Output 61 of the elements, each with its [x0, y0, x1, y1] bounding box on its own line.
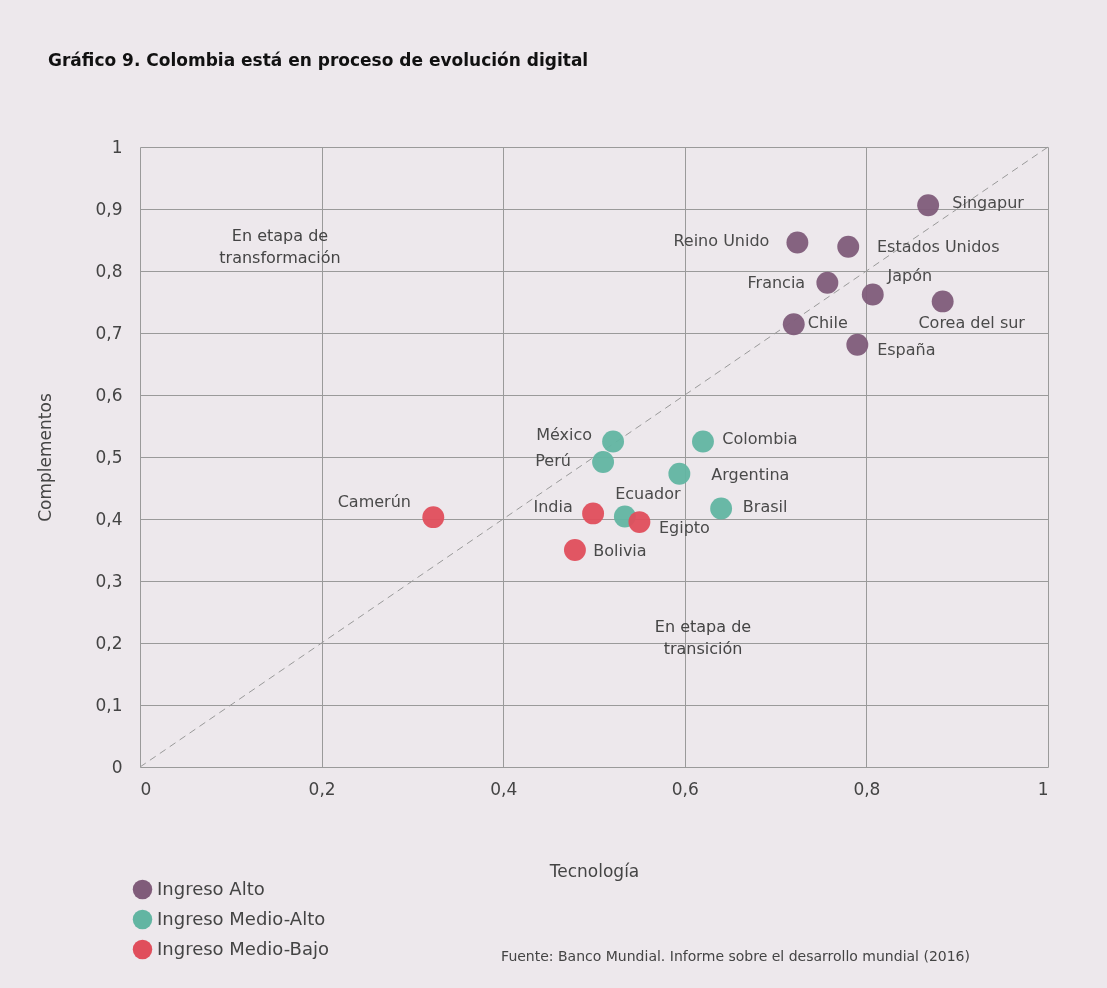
y-tick-label: 0,5 — [95, 446, 123, 467]
x-tick-label: 0,2 — [308, 778, 336, 799]
point — [422, 506, 445, 529]
annotation: Reino Unido — [673, 231, 770, 251]
point — [917, 194, 940, 217]
annotation: Bolivia — [593, 541, 647, 560]
annotation: Camerún — [337, 492, 411, 512]
annotation: Chile — [807, 313, 848, 333]
x-tick-label: 0,6 — [671, 778, 699, 799]
y-axis-title: Complementos — [35, 393, 56, 522]
y-tick-label: 0,2 — [95, 632, 123, 653]
y-tick-label: 0,1 — [95, 694, 123, 715]
y-tick-label: 0,7 — [95, 322, 123, 343]
x-tick-label: 0,4 — [490, 778, 518, 799]
point — [592, 451, 615, 473]
source-note: Fuente: Banco Mundial. Informe sobre el desarrollo mundial (2016) — [501, 948, 970, 964]
annotation: En etapa de transición — [654, 617, 752, 658]
annotation: Ecuador — [615, 483, 681, 503]
annotation: Francia — [747, 272, 806, 292]
point — [786, 231, 809, 254]
y-tick-label: 0,4 — [95, 508, 123, 529]
annotation: Argentina — [711, 464, 790, 484]
annotation: Japón — [886, 265, 933, 285]
annotation: Brasil — [742, 497, 788, 517]
x-tick-label: 0,8 — [853, 778, 881, 799]
point — [931, 290, 954, 313]
x-tick-label: 1 — [1037, 778, 1049, 799]
annotation: India — [533, 497, 573, 517]
annotation: Corea del sur — [918, 313, 1026, 333]
legend-label: Ingreso Alto — [157, 877, 265, 899]
point — [602, 430, 625, 453]
point — [816, 271, 839, 294]
annotation: Egipto — [658, 518, 710, 538]
y-tick-label: 0,9 — [95, 198, 123, 219]
point — [837, 235, 860, 258]
point — [668, 462, 691, 485]
point — [582, 502, 605, 525]
point — [628, 511, 651, 534]
x-tick-label: 0 — [140, 778, 152, 799]
y-tick-label: 0,6 — [95, 384, 123, 405]
point — [782, 313, 805, 336]
annotation: Colombia — [722, 428, 798, 448]
annotation: Singapur — [952, 193, 1025, 213]
y-tick-label: 0 — [111, 756, 123, 777]
legend-label: Ingreso Medio-Bajo — [157, 937, 329, 959]
annotation: En etapa de transformación — [219, 226, 341, 267]
point — [861, 283, 884, 306]
annotation: Estados Unidos — [877, 236, 1000, 256]
legend-label: Ingreso Medio-Alto — [157, 907, 326, 929]
chart-title: Gráfico 9. Colombia está en proceso de evolución digital — [48, 50, 589, 70]
y-tick-label: 1 — [111, 136, 123, 157]
annotation: México — [536, 424, 593, 444]
annotation: España — [877, 339, 936, 359]
point — [846, 333, 869, 356]
point — [710, 497, 733, 520]
x-axis-title: Tecnología — [548, 860, 640, 881]
point — [563, 539, 586, 561]
point — [692, 430, 714, 453]
y-tick-label: 0,8 — [95, 260, 123, 281]
annotation: Perú — [535, 450, 571, 470]
y-tick-label: 0,3 — [95, 570, 123, 591]
